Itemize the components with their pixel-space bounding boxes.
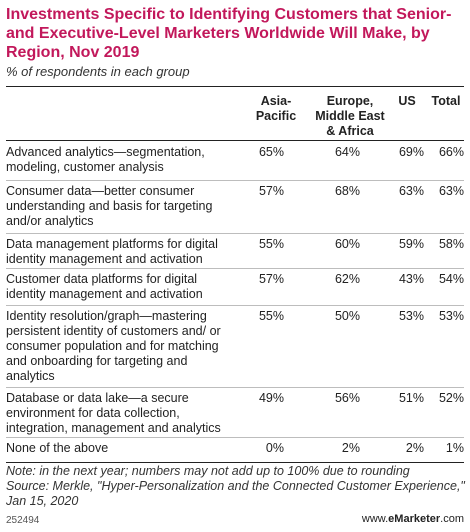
table-cell: 43% [398,272,424,286]
column-header-emea: Europe, Middle East & Africa [315,94,385,138]
table-cell: 69% [398,145,424,159]
table-cell: 68% [334,184,360,198]
table-row: Customer data platforms for digital iden… [6,268,464,305]
row-label: Advanced analytics—segmentation, modelin… [6,145,205,174]
brand-name: eMarketer [388,513,441,525]
table-row: Advanced analytics—segmentation, modelin… [6,141,464,180]
table-cell: 0% [265,441,284,455]
table-cell: 57% [258,184,284,198]
table-cell: 65% [258,145,284,159]
row-divider [6,387,464,388]
table-row: Consumer data—better consumer understand… [6,180,464,233]
row-label: Data management platforms for digital id… [6,237,218,266]
row-label: Consumer data—better consumer understand… [6,184,213,228]
chart-id: 252494 [6,515,40,526]
table-cell: 54% [438,272,464,286]
chart-notes: Note: in the next year; numbers may not … [6,464,466,509]
row-divider [6,305,464,306]
table-cell: 55% [258,309,284,323]
column-header-asia-pacific: Asia-Pacific [255,94,297,123]
column-header-us: US [398,94,416,108]
table-cell: 55% [258,237,284,251]
chart-subtitle: % of respondents in each group [6,64,190,79]
chart-source: Source: Merkle, "Hyper-Personalization a… [6,479,465,508]
table-cell: 52% [438,391,464,405]
row-label: Identity resolution/graph—mastering pers… [6,309,221,383]
brand-prefix: www. [361,513,389,525]
table-cell: 50% [334,309,360,323]
row-label: None of the above [6,441,109,455]
brand-logo: www.eMarketer.com [362,513,464,525]
table-cell: 56% [334,391,360,405]
table-row: None of the above 0% 2% 2% 1% [6,437,464,462]
table-cell: 63% [398,184,424,198]
header-rule [6,140,464,141]
table-cell: 49% [258,391,284,405]
column-header-total: Total [431,94,461,108]
row-divider [6,233,464,234]
table-cell: 53% [438,309,464,323]
row-divider [6,437,464,438]
table-cell: 63% [438,184,464,198]
chart-note: Note: in the next year; numbers may not … [6,464,410,478]
row-label: Database or data lake—a secure environme… [6,391,221,435]
table-cell: 64% [334,145,360,159]
top-rule [6,86,464,87]
brand-suffix: .com [440,513,464,525]
table-cell: 58% [438,237,464,251]
table-cell: 66% [438,145,464,159]
row-label: Customer data platforms for digital iden… [6,272,203,301]
chart-title: Investments Specific to Identifying Cust… [6,6,452,61]
bottom-rule [6,462,464,463]
table-cell: 62% [334,272,360,286]
row-divider [6,180,464,181]
table-cell: 2% [405,441,424,455]
table-cell: 60% [334,237,360,251]
table-cell: 2% [341,441,360,455]
table-cell: 59% [398,237,424,251]
table-cell: 1% [445,441,464,455]
row-divider [6,268,464,269]
table-cell: 51% [398,391,424,405]
table-row: Identity resolution/graph—mastering pers… [6,305,464,387]
table-cell: 53% [398,309,424,323]
table-row: Database or data lake—a secure environme… [6,387,464,437]
table-cell: 57% [258,272,284,286]
table-row: Data management platforms for digital id… [6,233,464,268]
